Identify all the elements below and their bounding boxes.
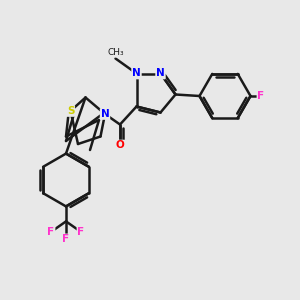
Text: CH₃: CH₃	[107, 48, 124, 57]
Text: F: F	[47, 227, 55, 237]
Text: N: N	[132, 68, 141, 79]
Text: O: O	[116, 140, 124, 151]
Text: F: F	[62, 234, 70, 244]
Text: N: N	[100, 109, 109, 119]
Text: F: F	[257, 91, 265, 101]
Text: F: F	[77, 227, 85, 237]
Text: N: N	[156, 68, 165, 79]
Text: S: S	[67, 106, 74, 116]
